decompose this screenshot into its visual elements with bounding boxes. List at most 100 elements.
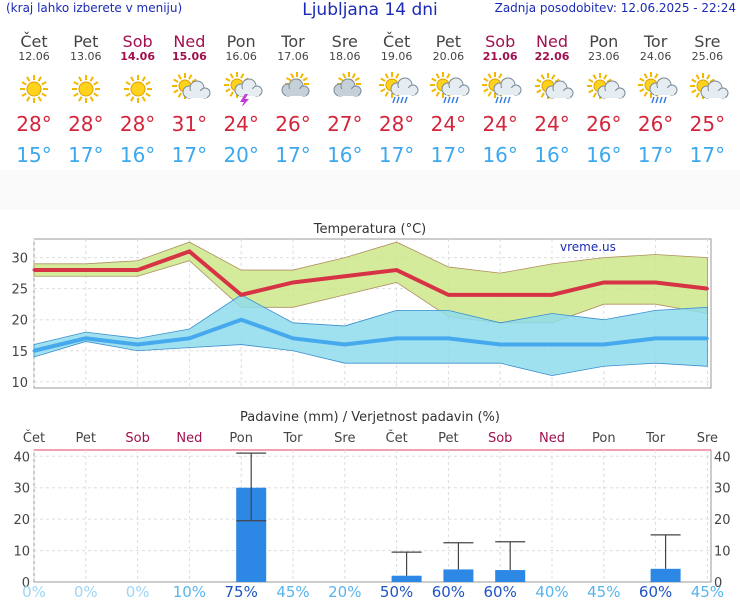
precip-probability: 45% [587,583,620,600]
precip-day-label: Sob [125,431,149,446]
min-temp-point [187,336,191,340]
max-temp-point [291,280,295,284]
min-temp-point [395,336,399,340]
temperature-chart-title: Temperatura (°C) [313,222,426,237]
precip-probability: 10% [173,583,206,600]
day-date: 14.06 [120,50,155,63]
min-temp: 16° [327,143,363,167]
sun-icon [112,72,164,106]
precip-probability: 45% [691,583,724,600]
max-temp: 26° [586,112,622,136]
min-temp: 17° [275,143,311,167]
last-updated: Zadnja posodobitev: 12.06.2025 - 22:24 [494,1,736,15]
day-name: Pon [589,32,619,51]
day-name: Tor [643,32,668,51]
day-column: Pon 23.06 [578,33,630,63]
max-temp: 26° [275,112,311,136]
max-temp-point [498,293,502,297]
precip-probability: 60% [432,583,465,600]
precip-plot-area [33,449,712,583]
min-temp: 15° [16,143,52,167]
max-temp: 24° [534,112,570,136]
precip-bar [650,568,681,582]
precip-day-label: Pon [592,431,616,446]
day-date: 19.06 [380,50,413,63]
max-temp: 24° [223,112,259,136]
day-column: Pet 13.06 [60,33,112,63]
day-column: Sre 18.06 [319,33,371,63]
sun-cloud-icon [526,72,578,106]
y-tick-label-left: 30 [13,482,30,497]
precip-probability: 20% [328,583,361,600]
max-temp-point [187,249,191,253]
day-column: Tor 24.06 [630,33,682,63]
max-temp-point [239,293,243,297]
precip-day-label: Čet [386,430,408,446]
min-temp-point [705,336,709,340]
day-column: Čet 19.06 [371,33,423,63]
y-tick-label: 30 [11,252,28,267]
y-tick-label-left: 10 [13,545,30,560]
min-temp: 20° [223,143,259,167]
sun-rain-icon [422,72,474,106]
day-column: Čet 12.06 [8,33,60,63]
forecast-header: (kraj lahko izberete v meniju) Ljubljana… [0,0,740,170]
precip-day-label: Pet [76,431,96,446]
min-temp-point [32,349,36,353]
precip-day-label: Sob [488,431,512,446]
min-temp-point [602,343,606,347]
day-date: 13.06 [70,50,102,63]
sun-cloudy-icon [319,72,371,106]
max-temp: 27° [327,112,363,136]
watermark: vreme.us [560,240,616,254]
precip-probability: 0% [22,583,46,600]
y-tick-label-right: 10 [714,545,731,560]
min-temp-point [498,343,502,347]
day-date: 17.06 [277,50,309,63]
day-date: 20.06 [432,50,465,63]
day-date: 16.06 [225,50,257,63]
precip-probability: 0% [74,583,98,600]
max-temp: 28° [378,112,415,136]
y-tick-label-right: 20 [714,513,731,528]
y-tick-label: 10 [11,376,28,391]
sun-cloud-icon [578,72,630,106]
day-column: Pon 16.06 [215,33,267,63]
precip-day-label: Pet [438,431,458,446]
max-temp: 28° [68,112,104,136]
min-temp: 16° [534,143,570,167]
day-date: 12.06 [18,50,50,63]
min-temp-point [446,336,450,340]
precip-probability: 50% [380,583,413,600]
min-temp-point [550,343,554,347]
precip-probability: 60% [639,583,672,600]
max-temp-line [34,249,708,298]
min-temp: 16° [586,143,622,167]
sun-rain-icon [630,72,682,106]
max-temp-point [654,280,658,284]
y-tick-label: 20 [11,314,28,329]
day-column: Pet 20.06 [422,33,474,63]
sun-thunder-icon [215,72,267,108]
max-temp-point [32,268,36,272]
precip-probability: 0% [126,583,150,600]
y-tick-label: 25 [11,283,28,298]
y-tick-label-left: 0 [22,576,30,591]
precip-day-label: Ned [539,431,565,446]
precip-chart-title: Padavine (mm) / Verjetnost padavin (%) [240,410,500,425]
precip-bar [391,575,422,582]
min-temp: 17° [378,143,415,167]
day-name: Pet [435,32,461,51]
min-temp-point [654,336,658,340]
y-tick-label-right: 0 [714,576,722,591]
min-temp-point [136,343,140,347]
precip-day-label: Čet [23,430,45,446]
min-temp-point [291,336,295,340]
y-tick-label-right: 40 [714,450,731,465]
min-temp: 17° [430,143,467,167]
min-temp: 17° [637,143,674,167]
min-temp: 17° [171,143,208,167]
location-note[interactable]: (kraj lahko izberete v meniju) [6,1,183,15]
day-date: 21.06 [482,50,518,63]
sun-cloud-icon [681,72,733,106]
